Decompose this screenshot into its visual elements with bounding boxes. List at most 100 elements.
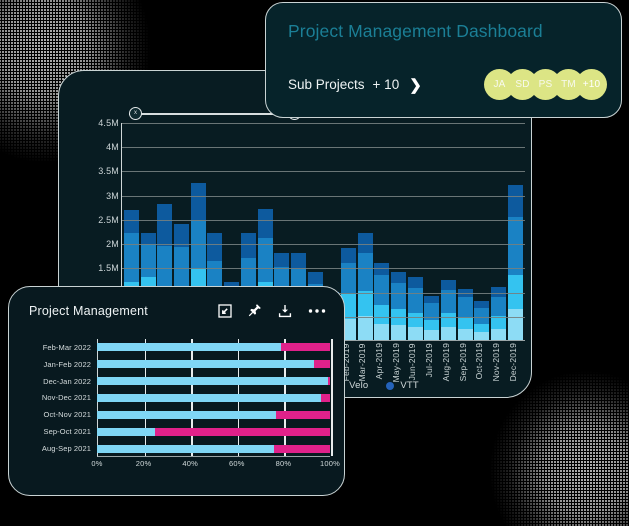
bar-segment bbox=[441, 327, 457, 340]
bar-segment bbox=[391, 325, 406, 340]
bar-segment bbox=[407, 312, 423, 328]
bar-segment bbox=[424, 303, 440, 320]
bar-segment bbox=[474, 301, 490, 309]
progress-bar-segment bbox=[313, 360, 330, 369]
avatar[interactable]: +10 bbox=[576, 69, 607, 100]
bar-segment bbox=[491, 316, 507, 329]
progress-x-tick-label: 80% bbox=[275, 459, 292, 468]
project-progress-chart: Feb-Mar 2022 Jan-Feb 2022 Dec-Jan 2022 Nov-… bbox=[9, 335, 344, 495]
progress-row-label: Dec-Jan 2022 bbox=[43, 376, 91, 386]
bar-column[interactable] bbox=[391, 123, 406, 340]
progress-bar-segment bbox=[155, 427, 330, 436]
bar-segment bbox=[124, 233, 139, 282]
project-management-title: Project Management bbox=[29, 303, 148, 318]
x-axis-tick-label: Mar-2019 bbox=[357, 343, 368, 381]
bar-segment bbox=[374, 275, 390, 306]
progress-bar-segment bbox=[97, 410, 277, 419]
progress-track bbox=[97, 440, 330, 457]
project-management-header: Project Management bbox=[29, 303, 326, 318]
bar-segment bbox=[357, 252, 373, 291]
bar-segment bbox=[140, 244, 156, 278]
progress-row[interactable]: Jan-Feb 2022 bbox=[25, 356, 330, 373]
page-title: Project Management Dashboard bbox=[288, 21, 543, 41]
grid-line bbox=[122, 244, 525, 246]
bar-segment bbox=[491, 328, 507, 340]
progress-row[interactable]: Nov-Dec 2021 bbox=[25, 390, 330, 407]
bar-column[interactable] bbox=[424, 123, 440, 340]
bar-segment bbox=[507, 216, 523, 276]
bar-segment bbox=[357, 290, 373, 316]
expand-icon[interactable] bbox=[218, 303, 232, 318]
bar-segment bbox=[207, 233, 223, 261]
bar-segment bbox=[507, 185, 523, 217]
y-axis-tick-label: 3.5M bbox=[98, 166, 119, 177]
x-axis-tick-label: Jun-2019 bbox=[407, 343, 418, 381]
progress-row-label: Sep-Oct 2021 bbox=[43, 427, 91, 437]
progress-bar-segment bbox=[97, 393, 321, 402]
bar-segment bbox=[424, 319, 440, 331]
progress-row-label: Nov-Dec 2021 bbox=[41, 393, 91, 403]
bar-column[interactable] bbox=[357, 123, 373, 340]
y-axis-tick-label: 1.5M bbox=[98, 263, 119, 274]
download-icon[interactable] bbox=[278, 304, 292, 318]
progress-bar-segment bbox=[97, 427, 156, 436]
bar-segment bbox=[491, 296, 507, 317]
progress-row[interactable]: Dec-Jan 2022 bbox=[25, 373, 330, 390]
bar-column[interactable] bbox=[407, 123, 423, 340]
range-slider-handle-left[interactable]: x bbox=[129, 107, 142, 120]
y-axis-tick-label: 2.5M bbox=[98, 214, 119, 225]
bar-segment bbox=[374, 323, 390, 340]
y-axis-tick-label: 3M bbox=[106, 190, 119, 201]
progress-row-label: Feb-Mar 2022 bbox=[42, 342, 91, 352]
progress-bar-segment bbox=[320, 393, 330, 402]
bar-column[interactable] bbox=[491, 123, 507, 340]
bar-segment bbox=[140, 233, 156, 245]
bar-segment bbox=[407, 277, 423, 288]
bar-column[interactable] bbox=[441, 123, 457, 340]
sub-projects-count: + 10 bbox=[372, 77, 400, 92]
progress-row[interactable]: Feb-Mar 2022 bbox=[25, 339, 330, 356]
progress-row[interactable]: Sep-Oct 2021 bbox=[25, 423, 330, 440]
x-axis-tick-label: Jul-2019 bbox=[424, 343, 435, 378]
x-axis-tick-label: Apr-2019 bbox=[374, 343, 385, 380]
bar-segment bbox=[441, 312, 457, 328]
bar-segment bbox=[307, 272, 323, 284]
bar-column[interactable] bbox=[374, 123, 390, 340]
bar-column[interactable] bbox=[507, 123, 523, 340]
pin-icon[interactable] bbox=[248, 303, 262, 318]
bar-segment bbox=[474, 323, 490, 333]
progress-track bbox=[97, 390, 330, 407]
progress-bar bbox=[97, 377, 330, 386]
bar-segment bbox=[124, 210, 139, 234]
legend-item[interactable]: VTT bbox=[386, 380, 419, 391]
bar-column[interactable] bbox=[457, 123, 473, 340]
x-axis-tick-label: Aug-2019 bbox=[440, 343, 451, 382]
more-options-icon[interactable] bbox=[308, 308, 326, 314]
legend-label: VTT bbox=[400, 380, 419, 391]
bar-segment bbox=[491, 286, 507, 297]
x-axis-tick-label: May-2019 bbox=[390, 343, 401, 383]
bar-segment bbox=[157, 204, 173, 246]
sub-projects-label: Sub Projects bbox=[288, 77, 365, 92]
bar-segment bbox=[157, 245, 173, 290]
bar-segment bbox=[340, 247, 356, 264]
x-axis-tick-label: Oct-2019 bbox=[474, 343, 485, 380]
legend-color-dot bbox=[386, 381, 395, 390]
progress-bar bbox=[97, 427, 330, 436]
progress-row[interactable]: Aug-Sep 2021 bbox=[25, 440, 330, 457]
avatar-group[interactable]: JA SD PS TM +10 bbox=[484, 69, 607, 100]
bar-segment bbox=[240, 257, 256, 295]
x-axis-tick-label: Nov-2019 bbox=[491, 343, 502, 382]
bar-segment bbox=[357, 233, 373, 253]
bar-segment bbox=[374, 305, 390, 324]
project-progress-rows: Feb-Mar 2022 Jan-Feb 2022 Dec-Jan 2022 Nov-… bbox=[25, 339, 330, 457]
chevron-right-icon[interactable]: ❯ bbox=[409, 76, 422, 94]
y-axis-tick-label: 4.5M bbox=[98, 118, 119, 128]
progress-bar-segment bbox=[97, 343, 282, 352]
bar-column[interactable] bbox=[474, 123, 490, 340]
bar-segment bbox=[457, 329, 473, 340]
progress-row[interactable]: Oct-Nov 2021 bbox=[25, 406, 330, 423]
sub-projects-link[interactable]: Sub Projects + 10 ❯ bbox=[288, 76, 422, 94]
legend-label: Velo bbox=[349, 380, 369, 391]
y-axis-tick-label: 2M bbox=[106, 239, 119, 250]
